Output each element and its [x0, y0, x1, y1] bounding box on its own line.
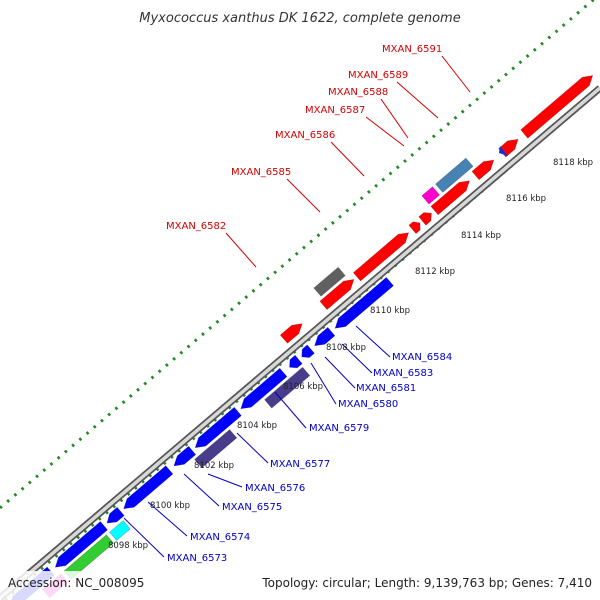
leader-line	[147, 501, 188, 537]
leader-line	[183, 473, 220, 507]
tick-label: 8118 kbp	[553, 158, 593, 168]
leader-line	[236, 432, 269, 464]
reverse-gene-arrow[interactable]	[123, 465, 174, 510]
reverse-gene-arrow[interactable]	[301, 344, 315, 358]
gene-label[interactable]: MXAN_6579	[309, 423, 369, 434]
leader-line	[341, 343, 373, 374]
forward-gene-arrow[interactable]	[418, 212, 432, 226]
gene-label[interactable]: MXAN_6591	[382, 44, 442, 55]
feature-layer	[11, 75, 594, 600]
reverse-gene-arrow[interactable]	[314, 326, 336, 347]
position-marker-icon	[499, 146, 508, 156]
reverse-gene-arrow[interactable]	[106, 506, 125, 524]
leader-line	[310, 362, 337, 405]
gene-label[interactable]: MXAN_6583	[373, 368, 433, 379]
forward-gene-arrow[interactable]	[279, 323, 303, 344]
gene-label[interactable]: MXAN_6575	[222, 502, 282, 513]
leader-line	[324, 356, 356, 389]
grey-feature-box[interactable]	[313, 266, 346, 297]
slate-feature-box[interactable]	[264, 366, 311, 409]
forward-gene-arrow[interactable]	[430, 180, 470, 216]
outer-dotted-ruler	[0, 0, 596, 510]
leader-line	[355, 325, 391, 358]
gene-label[interactable]: MXAN_6582	[166, 221, 226, 232]
gene-label[interactable]: MXAN_6576	[245, 483, 305, 494]
tick-label: 8100 kbp	[150, 501, 190, 511]
gene-label[interactable]: MXAN_6586	[275, 130, 335, 141]
leader-line	[396, 81, 439, 119]
leader-line	[286, 178, 321, 213]
reverse-gene-arrow[interactable]	[334, 276, 394, 329]
leader-line	[123, 517, 165, 558]
gene-label[interactable]: MXAN_6577	[270, 459, 330, 470]
reverse-gene-labels: MXAN_6584 MXAN_6583 MXAN_6581 MXAN_6580 …	[167, 352, 452, 564]
forward-gene-arrow[interactable]	[352, 232, 410, 282]
cyan-feature-box[interactable]	[109, 520, 131, 541]
gene-label[interactable]: MXAN_6584	[392, 352, 452, 363]
slate-feature-box[interactable]	[194, 429, 238, 469]
footer-bar	[0, 571, 600, 600]
forward-gene-arrow[interactable]	[319, 279, 355, 311]
leader-line	[441, 55, 471, 93]
tick-label: 8108 kbp	[326, 343, 366, 353]
reverse-gene-arrow[interactable]	[289, 354, 303, 369]
leader-line	[274, 391, 307, 429]
leader-line	[225, 232, 257, 268]
gene-label[interactable]: MXAN_6580	[338, 399, 398, 410]
leader-line	[365, 116, 405, 147]
reverse-gene-arrow[interactable]	[54, 521, 108, 568]
map-title: Myxococcus xanthus DK 1622, complete gen…	[139, 11, 460, 26]
leader-line	[330, 141, 365, 177]
accession-text: Accession: NC_008095	[8, 576, 144, 590]
steelblue-feature-box[interactable]	[435, 157, 474, 193]
leader-line	[207, 473, 243, 488]
tick-labels: 8098 kbp 8100 kbp 8102 kbp 8104 kbp 8106…	[108, 158, 593, 551]
tick-label: 8098 kbp	[108, 541, 148, 551]
tick-label: 8104 kbp	[237, 421, 277, 431]
leader-line	[380, 98, 409, 139]
gene-label[interactable]: MXAN_6587	[305, 105, 365, 116]
tick-label: 8114 kbp	[461, 231, 501, 241]
tick-label: 8112 kbp	[415, 267, 455, 277]
backbone-track	[0, 86, 600, 600]
gene-label[interactable]: MXAN_6581	[356, 383, 416, 394]
gene-label[interactable]: MXAN_6574	[190, 532, 250, 543]
reverse-gene-arrow[interactable]	[173, 445, 197, 467]
gene-label[interactable]: MXAN_6585	[231, 167, 291, 178]
forward-gene-arrow[interactable]	[471, 159, 495, 181]
forward-gene-labels: MXAN_6591 MXAN_6589 MXAN_6588 MXAN_6587 …	[166, 44, 442, 232]
tick-label: 8110 kbp	[370, 306, 410, 316]
reverse-gene-arrow[interactable]	[194, 406, 242, 449]
tick-label: 8106 kbp	[283, 382, 323, 392]
forward-gene-arrow[interactable]	[520, 75, 594, 139]
label-leader-lines	[123, 55, 471, 558]
magenta-feature-box[interactable]	[421, 186, 441, 205]
gene-label[interactable]: MXAN_6588	[328, 87, 388, 98]
tick-label: 8102 kbp	[194, 461, 234, 471]
gene-label[interactable]: MXAN_6573	[167, 553, 227, 564]
reverse-gene-arrow[interactable]	[240, 367, 288, 410]
genome-summary-text: Topology: circular; Length: 9,139,763 bp…	[261, 576, 592, 590]
forward-gene-arrow[interactable]	[408, 221, 421, 235]
tick-label: 8116 kbp	[506, 194, 546, 204]
gene-label[interactable]: MXAN_6589	[348, 70, 408, 81]
